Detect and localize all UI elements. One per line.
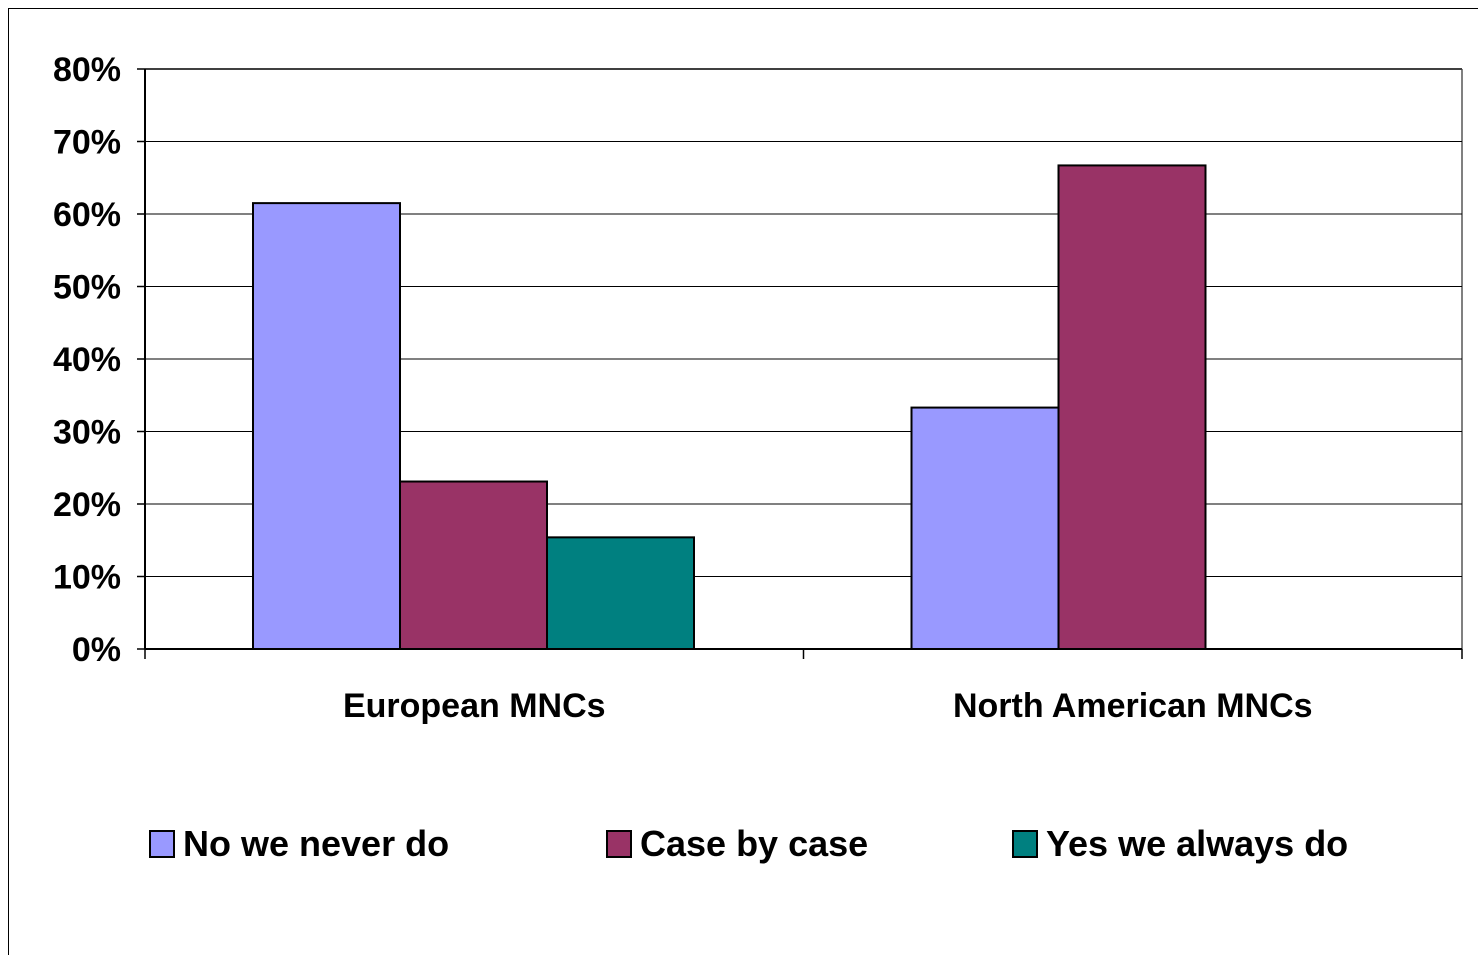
legend-label: No we never do bbox=[183, 823, 449, 864]
bar-no-we-never-do-european-mncs bbox=[252, 202, 401, 650]
bar-case-by-case-north-american-mncs bbox=[1057, 164, 1207, 651]
y-tick-label: 50% bbox=[53, 269, 121, 307]
legend-swatch bbox=[1012, 830, 1038, 858]
x-category-label: North American MNCs bbox=[953, 687, 1313, 725]
gridlines bbox=[145, 68, 1463, 649]
bar-no-we-never-do-north-american-mncs bbox=[910, 406, 1060, 651]
y-tick-label: 10% bbox=[53, 559, 121, 597]
y-tick-label: 40% bbox=[53, 341, 121, 379]
legend-swatch bbox=[606, 830, 632, 858]
chart-frame bbox=[8, 8, 1478, 955]
y-tick-label: 60% bbox=[53, 196, 121, 234]
legend-swatch bbox=[149, 830, 175, 858]
y-tick-label: 20% bbox=[53, 486, 121, 524]
legend-label: Yes we always do bbox=[1046, 823, 1348, 864]
x-axis-categories: European MNCs North American MNCs bbox=[343, 687, 1313, 725]
y-tick-label: 30% bbox=[53, 414, 121, 452]
bar-case-by-case-european-mncs bbox=[399, 480, 548, 650]
y-tick-label: 0% bbox=[72, 631, 121, 669]
legend: No we never do Case by case Yes we always … bbox=[149, 823, 1348, 864]
y-tick-label: 80% bbox=[53, 51, 121, 89]
y-tick-label: 70% bbox=[53, 124, 121, 162]
x-category-label: European MNCs bbox=[343, 687, 606, 725]
y-axis-ticks: 0% 10% 20% 30% 40% 50% 60% 70% 80% bbox=[53, 51, 145, 669]
bar-yes-we-always-do-european-mncs bbox=[546, 536, 695, 650]
legend-label: Case by case bbox=[640, 823, 868, 864]
bars bbox=[252, 164, 1207, 651]
